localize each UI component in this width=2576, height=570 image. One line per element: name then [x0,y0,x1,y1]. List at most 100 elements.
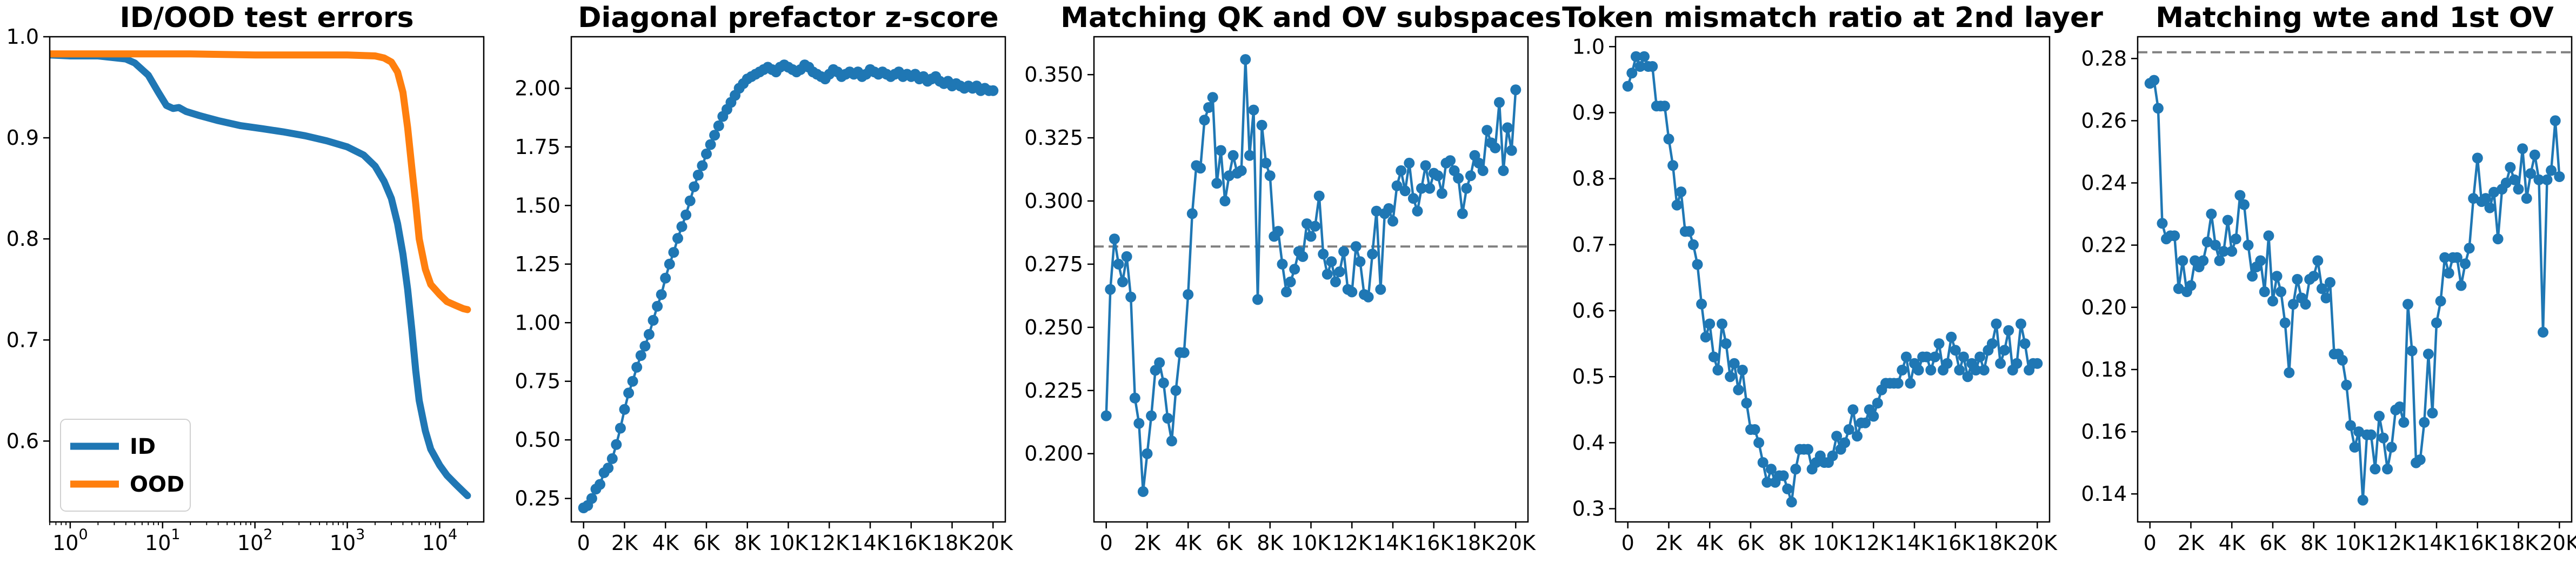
data-point [1142,448,1153,459]
y-tick-label: 1.50 [515,193,560,217]
data-point [2508,174,2520,185]
chart-panel-5: Matching wte and 1st OV 0.14 0.16 0.18 0.20 0… [2081,2,2576,555]
x-tick-label: 18K [932,531,972,555]
data-point [2468,193,2479,204]
series-line [2149,79,2561,501]
data-point [1630,51,1641,62]
data-point [1717,318,1727,330]
data-point [1839,437,1851,448]
x-tick-label: 12K [1332,531,1372,555]
data-point [648,314,659,326]
axes-frame [49,36,485,523]
data-point [1696,298,1707,310]
data-point [2484,202,2495,213]
data-point [1215,145,1226,156]
data-point [2325,277,2335,288]
chart-title: Diagonal prefactor z-score [578,2,998,34]
y-tick-label: 0.200 [1024,442,1083,466]
data-point [1684,226,1695,237]
data-point [1354,256,1366,267]
y-tick-label: 0.275 [1024,252,1083,276]
data-point [2414,454,2426,465]
data-point [586,493,597,504]
data-point [1256,119,1267,131]
data-point [1260,157,1272,169]
data-point [1338,246,1350,257]
data-point [1318,249,1329,260]
data-point [643,328,655,340]
data-point [2525,168,2537,179]
y-tick-label: 0.14 [2081,482,2127,506]
data-point [2320,292,2332,304]
data-point [1158,377,1169,388]
data-point [2198,255,2209,266]
x-tick-base: 10 [422,531,448,555]
data-point [1737,365,1748,375]
data-point [2443,267,2454,279]
data-point [1465,170,1476,182]
data-point [1244,150,1255,161]
data-point [689,181,700,192]
data-point [1659,100,1670,112]
data-point [1778,470,1789,481]
data-point [2271,271,2283,282]
plot-area [1622,51,2043,508]
x-tick-label: 6K [1216,531,1243,555]
data-point [2541,174,2553,185]
data-point [2403,299,2413,310]
data-point [2169,230,2180,242]
data-point [2529,149,2540,160]
data-point [1170,385,1182,396]
data-point [2500,177,2512,189]
x-tick-label: 10K [1291,531,1331,555]
x-tick-exponent: 0 [78,526,88,543]
data-point [1203,102,1214,113]
data-point [2337,354,2348,366]
data-point [2287,299,2299,310]
data-point [664,258,675,270]
data-point [1720,338,1732,350]
x-tick-label: 6K [693,531,720,555]
x-tick-label: 101 [145,526,181,555]
data-point [1224,170,1234,182]
data-point [1986,338,1998,350]
data-point [2554,171,2565,182]
data-point [2316,283,2327,294]
data-point [1310,220,1321,232]
data-point [1383,203,1394,214]
x-tick-base: 10 [237,531,263,555]
data-point [1371,205,1382,217]
data-point [2374,411,2385,422]
x-tick-label: 20K [2540,531,2576,555]
y-tick-label: 0.18 [2081,358,2127,381]
data-point [1137,486,1149,497]
data-point [1305,231,1317,242]
data-point [652,300,663,312]
data-point [1733,384,1744,395]
data-point [1843,424,1854,435]
data-point [1183,289,1194,300]
x-tick-label: 6K [2259,531,2286,555]
data-point [1109,233,1120,245]
chart-title: Matching QK and OV subspaces [1060,2,1561,34]
data-point [2435,296,2446,307]
x-tick-label: 20K [2018,531,2058,555]
y-tick-label: 0.9 [6,126,39,150]
legend-label-ood: OOD [130,472,184,497]
data-point [1281,286,1292,298]
data-point [1913,365,1924,375]
data-point [1639,51,1650,62]
data-point [2365,429,2377,440]
data-point [2263,230,2274,242]
data-point [1445,155,1456,166]
y-tick-label: 0.26 [2081,109,2127,132]
data-point [705,139,716,150]
data-point [1502,122,1513,133]
data-point [1626,68,1638,79]
y-tick-label: 1.0 [1572,35,1605,58]
x-tick-label: 14K [850,531,890,555]
data-point [2550,115,2561,126]
x-tick-label: 102 [237,526,273,555]
data-point [2517,143,2528,155]
x-tick-label: 20K [973,531,1013,555]
